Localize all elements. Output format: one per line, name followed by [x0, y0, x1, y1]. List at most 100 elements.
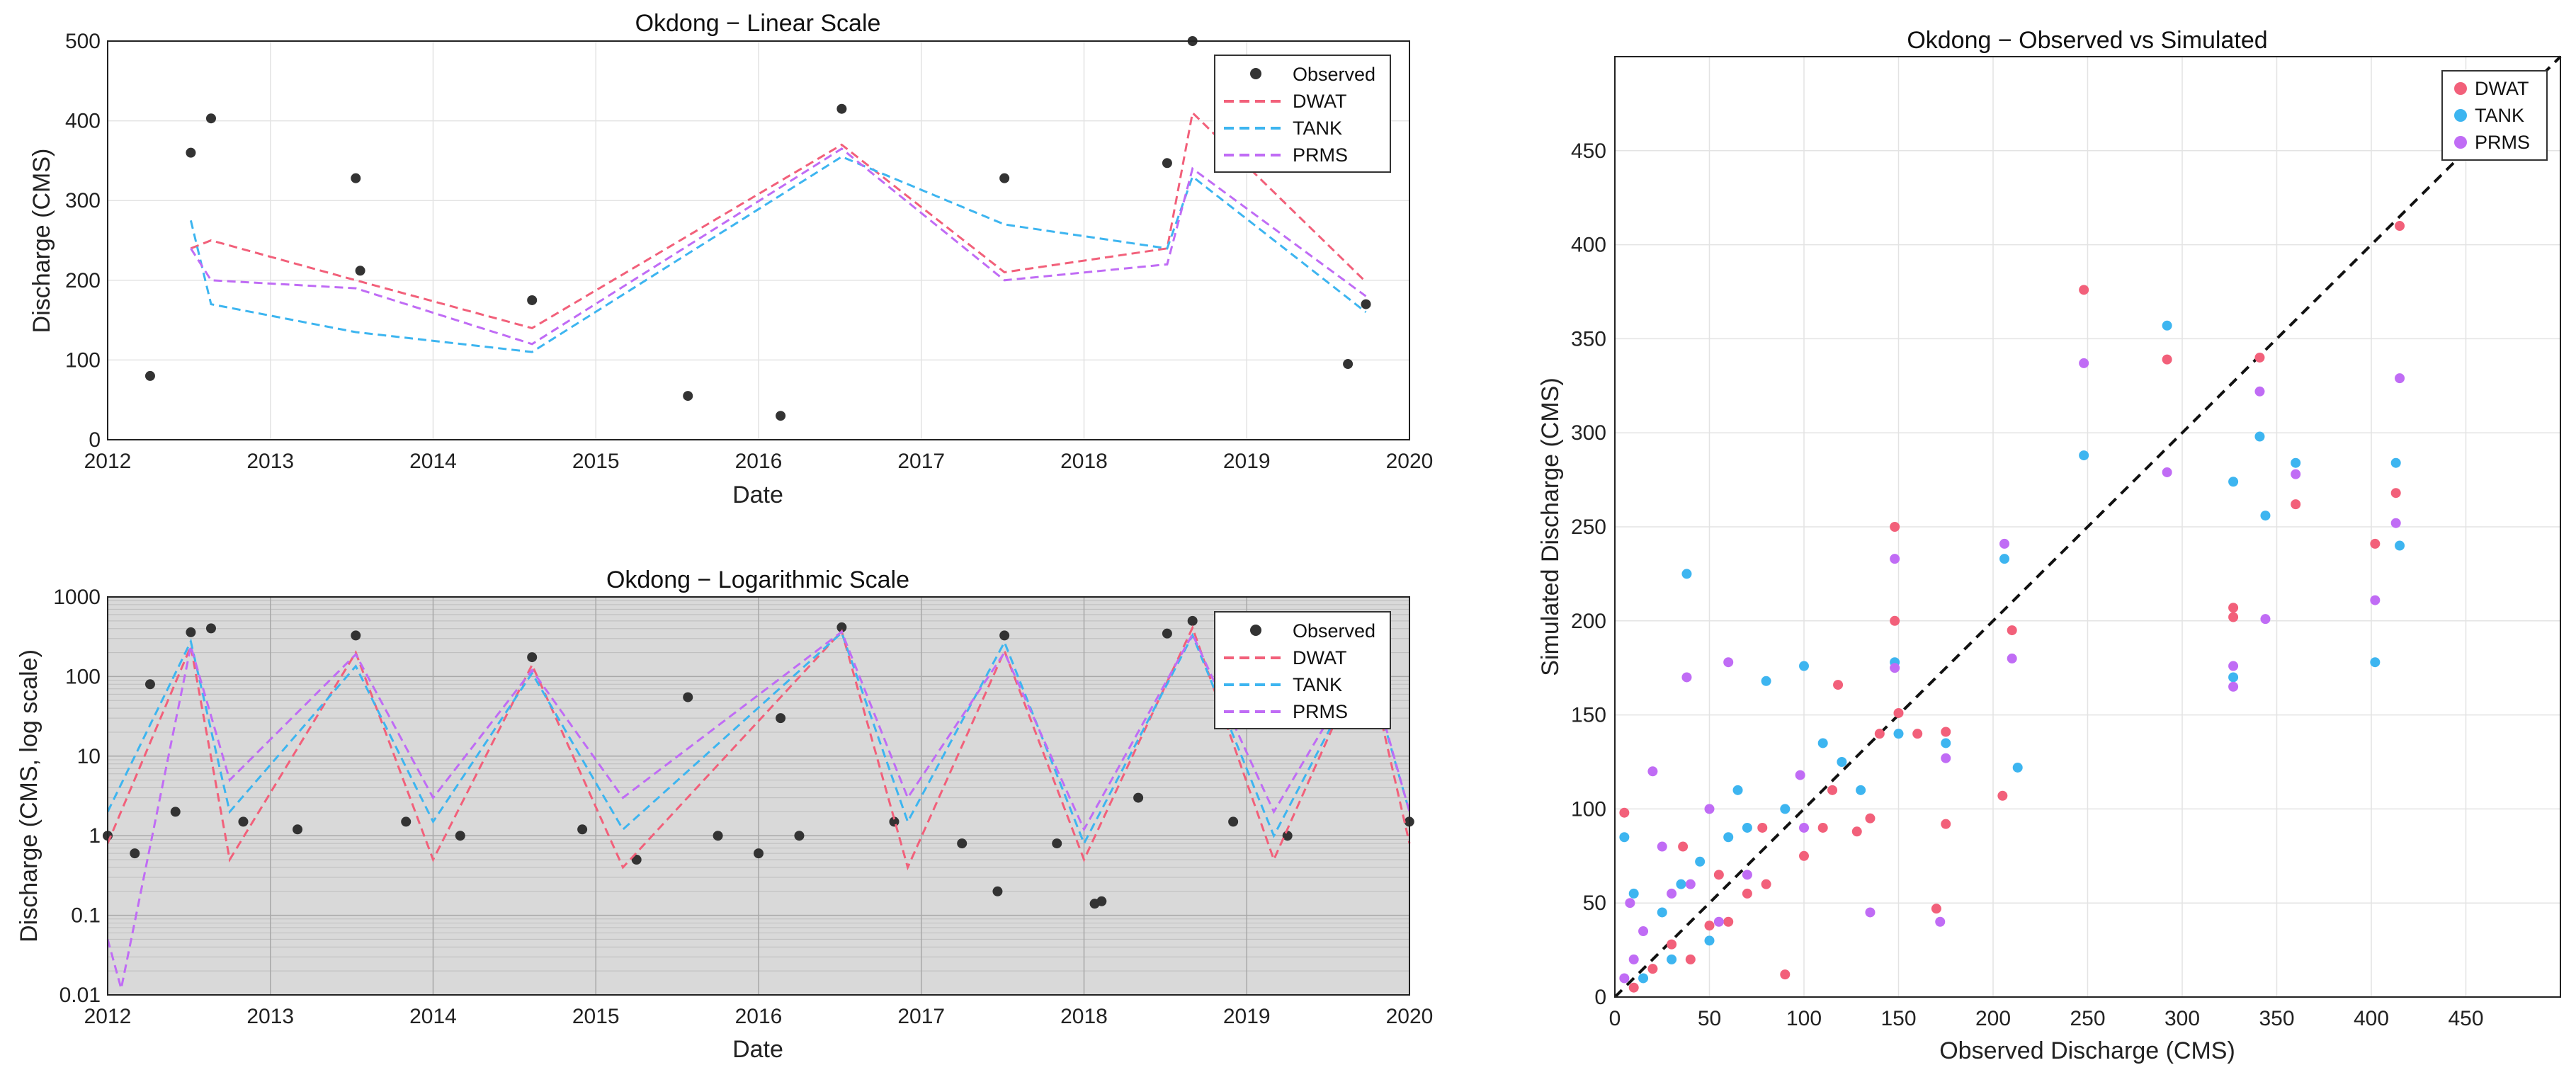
y-tick-label: 100	[65, 348, 101, 372]
dwat-point	[1874, 729, 1885, 739]
scatter-legend-dwat-marker	[2454, 82, 2467, 95]
observed-point	[130, 848, 140, 859]
tank-point	[1638, 973, 1649, 984]
x-tick-label: 2017	[897, 1005, 945, 1028]
observed-point	[351, 173, 361, 183]
prms-point	[2228, 681, 2239, 692]
prms-point	[1799, 822, 1809, 833]
scatter-panel: Okdong − Observed vs Simulated 0 50 100 150…	[1537, 27, 2562, 1064]
tank-point	[1817, 738, 1828, 748]
linear-legend-prms: PRMS	[1293, 144, 1348, 166]
observed-point	[351, 630, 361, 641]
prms-point	[1795, 770, 1805, 780]
x-tick-label: 2016	[735, 450, 783, 473]
log-y-ticks: 0.01 0.1 1 10 100 1000	[53, 586, 101, 1007]
dwat-point	[1761, 879, 1771, 889]
tank-point	[1723, 832, 1734, 843]
prms-point	[2370, 595, 2381, 605]
log-x-ticks: 2012 2013 2014 2015 2016 2017 2018 2019 2020	[84, 1005, 1434, 1028]
y-tick-label: 300	[65, 189, 101, 212]
linear-ylabel: Discharge (CMS)	[28, 149, 55, 334]
tank-point	[1681, 569, 1692, 579]
y-tick-label: 300	[1571, 421, 1606, 445]
tank-point	[1619, 832, 1630, 843]
prms-point	[1667, 888, 1677, 899]
observed-point	[754, 848, 764, 859]
tank-line	[189, 155, 1367, 353]
observed-point	[999, 173, 1010, 183]
prms-point	[1890, 663, 1900, 673]
observed-point	[683, 391, 693, 402]
observed-point	[1282, 831, 1293, 841]
series-prms	[1619, 358, 2405, 984]
log-title: Okdong − Logarithmic Scale	[606, 566, 909, 593]
prms-point	[1638, 926, 1649, 937]
scatter-legend-tank-marker	[2454, 109, 2467, 122]
tank-point	[1761, 676, 1771, 686]
dwat-point	[2395, 221, 2405, 232]
dwat-point	[1912, 729, 1923, 739]
observed-point	[836, 622, 847, 632]
dwat-point	[1865, 813, 1876, 824]
scatter-legend-prms: PRMS	[2475, 132, 2530, 153]
log-legend-box	[1214, 611, 1391, 729]
linear-panel: Okdong − Linear Scale 2012 2013 2014 2015 20…	[28, 10, 1433, 508]
tank-point	[1999, 554, 2010, 564]
observed-point	[527, 652, 538, 663]
linear-legend-dwat: DWAT	[1293, 91, 1346, 112]
linear-legend-box	[1214, 55, 1391, 173]
dwat-point	[1628, 982, 1639, 993]
series-dwat	[1619, 221, 2405, 993]
y-tick-label: 0	[89, 428, 101, 452]
y-tick-label: 1000	[53, 586, 101, 609]
dwat-point	[2390, 488, 2401, 499]
linear-x-ticks: 2012 2013 2014 2015 2016 2017 2018 2019 2020	[84, 450, 1434, 473]
tank-point	[1676, 879, 1686, 889]
dwat-point	[1931, 904, 1941, 914]
y-tick-label: 50	[1583, 892, 1606, 915]
observed-point	[631, 855, 642, 865]
prms-point	[1625, 898, 1635, 909]
observed-point	[293, 824, 303, 835]
observed-point	[992, 886, 1003, 896]
dwat-point	[2162, 354, 2172, 365]
scatter-legend-dwat: DWAT	[2475, 78, 2529, 99]
x-tick-label: 2012	[84, 1005, 132, 1028]
prms-point	[2079, 358, 2089, 368]
x-tick-label: 2014	[409, 1005, 457, 1028]
scatter-legend-tank: TANK	[2475, 105, 2524, 126]
observed-point	[776, 411, 786, 421]
scatter-axes-box	[1614, 56, 2561, 998]
prms-point	[1647, 766, 1658, 777]
prms-point	[1723, 657, 1734, 668]
scatter-y-ticks: 0 50 100 150 200 250 300 350 400 450	[1571, 139, 1606, 1009]
linear-legend-observed: Observed	[1293, 64, 1375, 85]
linear-axes-box	[107, 40, 1410, 440]
y-tick-label: 250	[1571, 516, 1606, 539]
observed-point	[1228, 816, 1239, 827]
x-tick-label: 2014	[409, 450, 457, 473]
x-tick-label: 0	[1609, 1007, 1621, 1030]
dwat-point	[1941, 727, 1951, 737]
scatter-xlabel: Observed Discharge (CMS)	[1939, 1037, 2235, 1064]
tank-point	[2291, 457, 2301, 468]
x-tick-label: 250	[2070, 1007, 2105, 1030]
tank-point	[2254, 431, 2265, 442]
log-xlabel: Date	[732, 1036, 783, 1063]
observed-point	[355, 266, 365, 276]
series-observed	[144, 36, 1371, 421]
tank-point	[1780, 804, 1791, 814]
dwat-point	[1742, 888, 1752, 899]
y-tick-label: 200	[65, 269, 101, 292]
scatter-series	[1619, 221, 2405, 993]
observed-point	[836, 103, 847, 114]
dwat-point	[1799, 850, 1809, 861]
x-tick-label: 150	[1880, 1007, 1916, 1030]
tank-point	[2390, 457, 2401, 468]
dwat-point	[1893, 707, 1904, 718]
dwat-point	[1757, 822, 1768, 833]
x-tick-label: 2019	[1223, 450, 1271, 473]
scatter-grid	[1614, 57, 2560, 998]
observed-point	[401, 816, 412, 827]
